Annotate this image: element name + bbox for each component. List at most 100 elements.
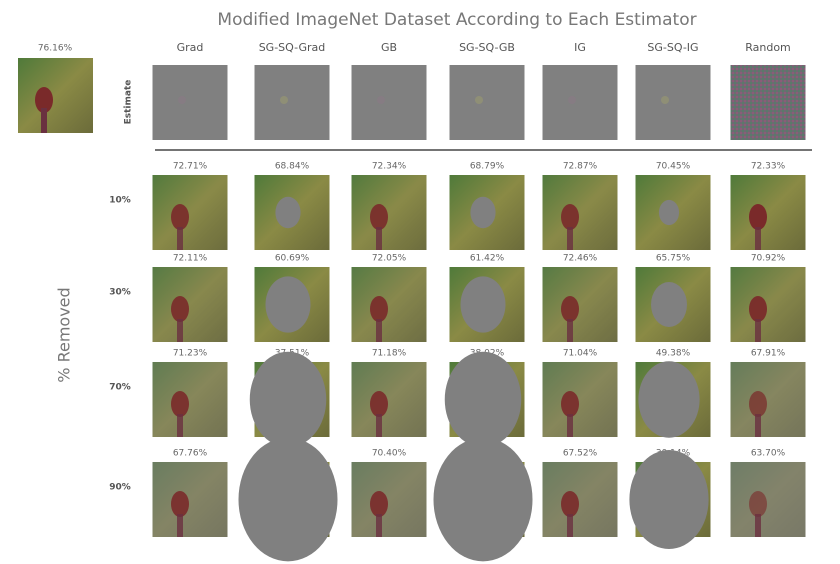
modified-image [152,175,228,250]
modified-image [254,175,330,250]
accuracy: 65.75% [656,254,691,264]
accuracy: 70.40% [372,449,407,459]
image [730,65,806,140]
accuracy: 61.42% [470,254,505,264]
title: Modified ImageNet Dataset According to E… [217,10,696,30]
image-fade [351,462,427,537]
image [635,65,711,140]
accuracy: 70.92% [751,254,786,264]
image [152,267,228,342]
bird [171,296,189,322]
bird [171,491,189,517]
removed-region [658,199,680,226]
image-fade [152,267,228,342]
bird [561,296,579,322]
image [542,362,618,437]
accuracy: 68.84% [275,162,310,172]
accuracy: 67.76% [173,449,208,459]
image-detail [377,96,385,104]
accuracy: 72.87% [563,162,598,172]
accuracy: 72.46% [563,254,598,264]
stem [376,319,382,342]
modified-image [254,267,330,342]
bird [171,204,189,230]
bird [370,391,388,417]
removed-region [265,276,311,333]
stem [376,414,382,437]
estimate-image [351,65,427,140]
modified-image [542,267,618,342]
estimate-image [635,65,711,140]
accuracy: 72.71% [173,162,208,172]
image-fade [351,175,427,250]
image-fade [542,462,618,537]
image [542,175,618,250]
stem [567,319,573,342]
modified-image [238,437,338,562]
accuracy: 72.11% [173,254,208,264]
bird [370,204,388,230]
modified-image [635,361,711,438]
modified-image [351,267,427,342]
column-label: GB [381,41,397,54]
modified-image [444,351,525,448]
image-fade [542,362,618,437]
column-label: SG-SQ-GB [459,41,515,54]
modified-image [449,175,525,250]
modified-image [635,175,711,250]
bird [561,204,579,230]
modified-image [249,351,330,448]
column-label: Grad [177,41,204,54]
modified-image [730,267,806,342]
image [351,267,427,342]
row-label: 10% [109,196,131,206]
image-fade [351,267,427,342]
removed-region [275,196,301,229]
removed-region [470,196,496,229]
modified-image [152,267,228,342]
image-detail [280,96,288,104]
image [351,362,427,437]
removed-region [249,351,327,448]
modified-image [730,175,806,250]
removed-region [433,437,533,562]
accuracy: 63.70% [751,449,786,459]
estimate-image [542,65,618,140]
modified-image [730,462,806,537]
image-fade [730,462,806,537]
removed-region [638,361,700,438]
image-fade [351,362,427,437]
image [152,175,228,250]
bird [749,204,767,230]
stem [177,319,183,342]
stem [567,514,573,537]
bird [370,296,388,322]
stem [755,227,761,250]
image [351,175,427,250]
removed-region [629,450,709,549]
modified-image [542,362,618,437]
image [542,267,618,342]
modified-image [629,450,711,549]
estimate-image [449,65,525,140]
accuracy: 70.45% [656,162,691,172]
modified-image [351,462,427,537]
removed-region [238,437,338,562]
bird [370,491,388,517]
modified-image [542,462,618,537]
image-fade [152,462,228,537]
image-fade [730,267,806,342]
row-label: 70% [109,383,131,393]
image [449,65,525,140]
modified-image [152,362,228,437]
stem [755,514,761,537]
bird [561,491,579,517]
image [152,65,228,140]
removed-region [460,276,506,333]
estimate-image [254,65,330,140]
modified-image [152,462,228,537]
stem [177,514,183,537]
image [730,362,806,437]
column-label: SG-SQ-Grad [259,41,326,54]
